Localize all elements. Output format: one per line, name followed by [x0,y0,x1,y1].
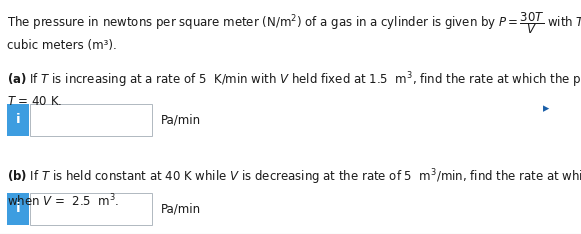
Text: ▸: ▸ [543,102,550,115]
FancyBboxPatch shape [30,104,152,136]
Text: $\mathbf{(b)}$ If $T$ is held constant at 40 K while $V$ is decreasing at the ra: $\mathbf{(b)}$ If $T$ is held constant a… [7,167,581,187]
Text: i: i [16,202,20,215]
Text: The pressure in newtons per square meter (N/m$^2$) of a gas in a cylinder is giv: The pressure in newtons per square meter… [7,11,581,36]
Text: when $V$ =  2.5  m$^3$.: when $V$ = 2.5 m$^3$. [7,193,119,210]
Text: cubic meters (m³).: cubic meters (m³). [7,39,117,52]
FancyBboxPatch shape [7,104,29,136]
Text: i: i [16,113,20,126]
Text: $\mathbf{(a)}$ If $T$ is increasing at a rate of 5  K/min with $V$ held fixed at: $\mathbf{(a)}$ If $T$ is increasing at a… [7,70,581,90]
Text: Pa/min: Pa/min [161,202,201,215]
Text: $T$ = 40 K.: $T$ = 40 K. [7,95,62,108]
FancyBboxPatch shape [30,193,152,225]
FancyBboxPatch shape [7,193,29,225]
Text: Pa/min: Pa/min [161,113,201,126]
